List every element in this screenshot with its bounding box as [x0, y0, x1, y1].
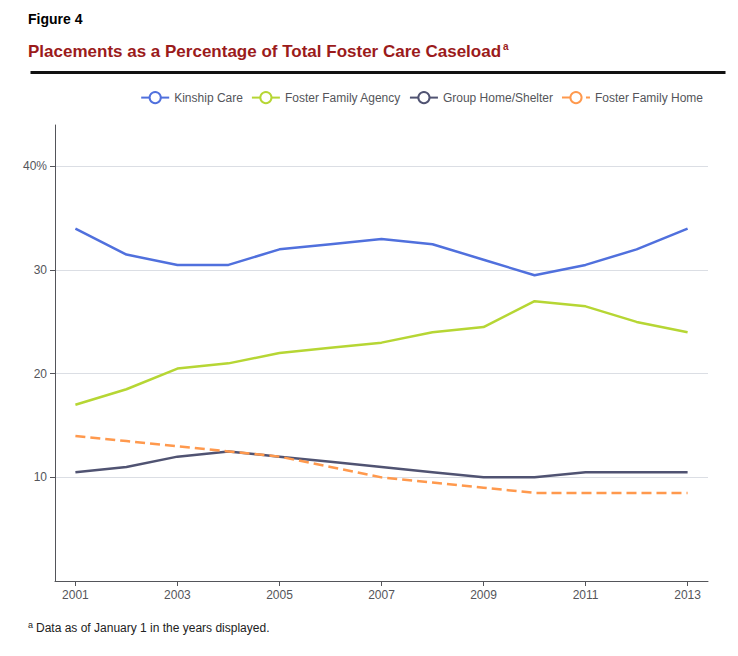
- svg-text:Data as of January 1 in the ye: Data as of January 1 in the years displa…: [36, 621, 269, 635]
- svg-text:2011: 2011: [573, 588, 599, 602]
- svg-text:20: 20: [34, 367, 48, 381]
- svg-text:Foster Family Agency: Foster Family Agency: [285, 91, 400, 105]
- svg-text:30: 30: [34, 263, 48, 277]
- svg-text:2007: 2007: [368, 588, 395, 602]
- svg-text:a: a: [28, 620, 33, 630]
- svg-text:2003: 2003: [164, 588, 191, 602]
- svg-text:40%: 40%: [23, 159, 47, 173]
- svg-text:2005: 2005: [266, 588, 293, 602]
- svg-text:2009: 2009: [470, 588, 497, 602]
- svg-text:Foster Family Home: Foster Family Home: [595, 91, 703, 105]
- svg-text:Kinship Care: Kinship Care: [174, 91, 243, 105]
- svg-text:Figure 4: Figure 4: [28, 11, 83, 27]
- svg-text:2013: 2013: [674, 588, 701, 602]
- svg-text:10: 10: [34, 470, 48, 484]
- svg-text:a: a: [503, 41, 509, 52]
- svg-text:Placements as a Percentage of: Placements as a Percentage of Total Fost…: [28, 42, 501, 61]
- svg-text:Group Home/Shelter: Group Home/Shelter: [443, 91, 553, 105]
- svg-text:2001: 2001: [62, 588, 89, 602]
